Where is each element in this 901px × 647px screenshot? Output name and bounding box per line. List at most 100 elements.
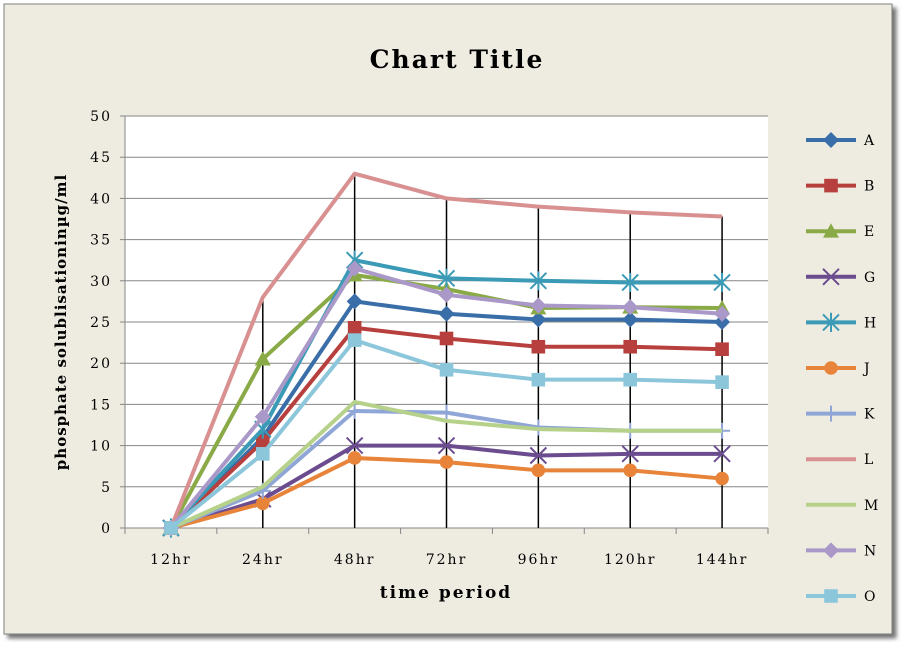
data-point — [437, 268, 456, 288]
legend: A B E G H J K L M N O — [806, 132, 878, 605]
data-point — [531, 463, 546, 478]
legend-label: O — [864, 589, 875, 605]
y-tick-label: 50 — [90, 109, 112, 125]
y-tick-label: 30 — [90, 274, 112, 290]
data-point — [713, 272, 731, 293]
data-point — [713, 445, 731, 463]
data-point — [823, 542, 839, 559]
data-point — [437, 436, 456, 455]
y-tick-label: 40 — [90, 191, 112, 207]
y-tick-label: 10 — [90, 439, 112, 455]
data-point — [823, 223, 839, 238]
y-tick-label: 15 — [90, 397, 112, 413]
data-point — [822, 312, 840, 332]
data-point — [254, 351, 271, 366]
y-axis-title: phosphate solublisationinµg/ml — [52, 174, 70, 470]
data-point — [621, 272, 639, 293]
data-point — [715, 471, 729, 486]
legend-item-l: L — [806, 452, 873, 468]
y-tick-label: 25 — [90, 315, 112, 331]
data-point — [164, 521, 178, 535]
data-point — [824, 178, 838, 193]
data-point — [346, 260, 363, 277]
data-point — [714, 314, 731, 330]
data-point — [254, 408, 271, 425]
legend-item-g: G — [806, 268, 875, 286]
data-point — [347, 333, 362, 347]
series-n — [162, 260, 731, 536]
legend-item-a: A — [806, 132, 875, 149]
legend-item-k: K — [806, 405, 875, 423]
data-point — [824, 589, 838, 603]
x-tick-label: 120hr — [604, 552, 656, 568]
series-l — [169, 171, 723, 529]
legend-item-o: O — [806, 589, 875, 605]
data-point — [438, 305, 455, 322]
data-point — [531, 372, 546, 387]
data-point — [714, 305, 731, 322]
y-tick-label: 35 — [90, 233, 112, 249]
series-lines — [162, 171, 731, 538]
legend-label: J — [862, 361, 870, 377]
data-point — [530, 297, 547, 314]
legend-item-j: J — [806, 361, 870, 377]
series-line — [169, 171, 723, 529]
x-tick-label: 48hr — [334, 552, 376, 568]
data-point — [255, 496, 270, 511]
legend-item-e: E — [806, 223, 874, 240]
data-point — [255, 447, 270, 461]
data-point — [822, 268, 840, 286]
data-point — [439, 331, 454, 346]
x-tick-label: 96hr — [518, 552, 560, 568]
data-point — [438, 286, 455, 303]
x-tick-label: 144hr — [696, 552, 748, 568]
data-point — [529, 271, 548, 291]
data-point — [255, 434, 270, 449]
axes: 0 5 10 15 20 25 30 35 40 45 50 12hr 24hr 48hr 72hr 96hr… — [90, 109, 769, 568]
series-o — [164, 333, 729, 535]
legend-label: E — [864, 224, 874, 240]
legend-label: K — [864, 407, 875, 423]
series-line — [170, 399, 723, 530]
data-point — [622, 299, 639, 316]
data-point — [346, 402, 363, 419]
x-tick-label: 24hr — [242, 552, 284, 568]
data-point — [621, 445, 639, 463]
data-point — [623, 339, 638, 354]
y-tick-label: 45 — [90, 150, 112, 166]
data-point — [347, 320, 362, 335]
data-point — [529, 446, 548, 465]
legend-label: M — [864, 498, 878, 514]
x-axis-title: time period — [380, 583, 512, 603]
y-tick-label: 0 — [101, 521, 112, 537]
series-b — [164, 320, 729, 535]
data-point — [715, 375, 729, 389]
data-point — [439, 455, 454, 469]
series-m — [170, 399, 723, 530]
legend-item-h: H — [806, 312, 876, 332]
data-point — [530, 311, 547, 328]
legend-item-b: B — [806, 179, 874, 195]
x-tick-label: 72hr — [426, 552, 468, 568]
data-point — [531, 339, 546, 354]
y-tick-label: 20 — [90, 356, 112, 372]
legend-label: H — [864, 315, 876, 331]
legend-label: G — [864, 270, 875, 286]
legend-item-m: M — [806, 498, 878, 514]
legend-item-n: N — [806, 542, 876, 559]
data-point — [715, 342, 729, 356]
data-point — [346, 293, 363, 310]
legend-label: B — [864, 179, 874, 195]
legend-label: L — [864, 452, 873, 468]
data-point — [347, 451, 362, 465]
data-point — [622, 311, 639, 328]
data-point — [623, 463, 638, 478]
legend-label: N — [864, 543, 876, 559]
data-point — [823, 405, 839, 422]
x-tick-label: 12hr — [150, 552, 192, 568]
data-point — [623, 372, 638, 387]
data-point — [438, 404, 455, 421]
chart-title: Chart Title — [370, 45, 545, 74]
